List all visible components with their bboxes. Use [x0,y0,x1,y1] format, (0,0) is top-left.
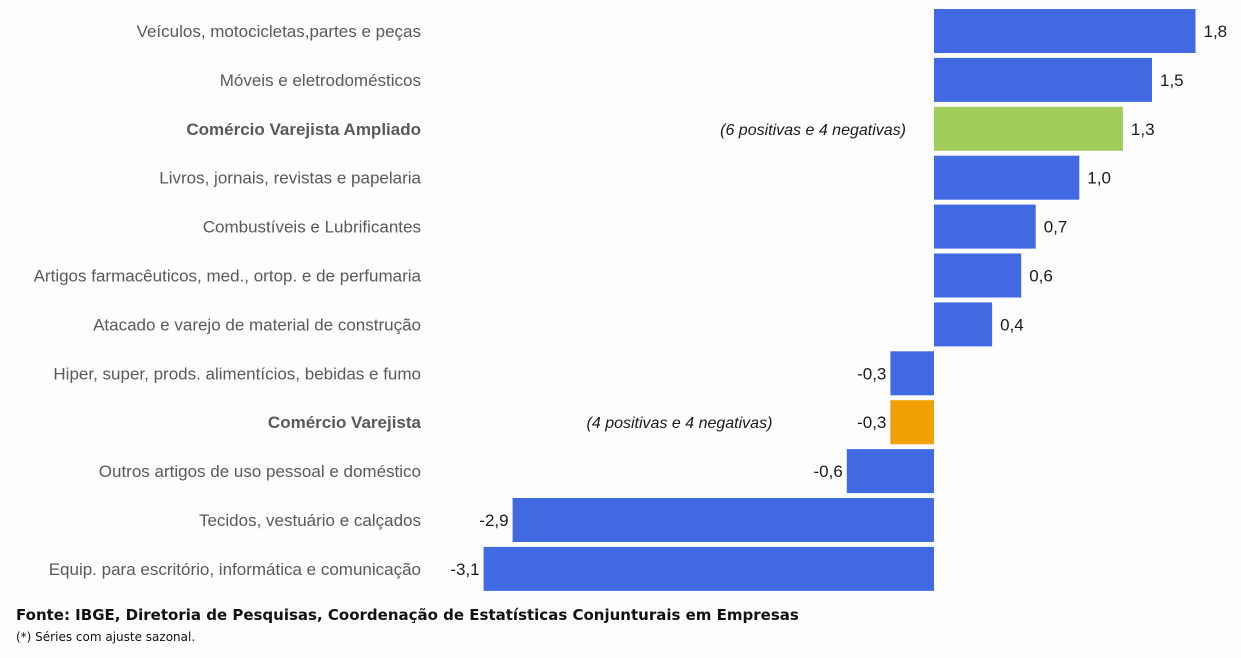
category-label-1: Móveis e eletrodomésticos [220,71,421,90]
category-label-0: Veículos, motocicletas,partes e peças [137,22,421,41]
value-label-5: 0,6 [1029,267,1053,286]
value-label-10: -2,9 [479,511,508,530]
bar-7 [890,351,934,396]
value-label-1: 1,5 [1160,71,1184,90]
category-label-11: Equip. para escritório, informática e co… [49,560,421,579]
bar-2 [934,106,1123,151]
category-label-8: Comércio Varejista [268,413,422,432]
annotation-8: (4 positivas e 4 negativas) [587,415,773,432]
value-label-9: -0,6 [814,462,843,481]
value-label-3: 1,0 [1087,169,1111,188]
category-label-3: Livros, jornais, revistas e papelaria [159,169,421,188]
annotation-2: (6 positivas e 4 negativas) [720,122,906,139]
bar-3 [934,155,1080,200]
category-label-10: Tecidos, vestuário e calçados [199,511,421,530]
bar-4 [934,204,1036,249]
category-label-4: Combustíveis e Lubrificantes [203,218,421,237]
value-label-11: -3,1 [450,560,479,579]
category-label-7: Hiper, super, prods. alimentícios, bebid… [53,364,421,383]
bar-9 [846,449,934,494]
value-label-6: 0,4 [1000,315,1024,334]
bar-11 [483,546,934,591]
category-label-6: Atacado e varejo de material de construç… [93,315,421,334]
category-label-9: Outros artigos de uso pessoal e doméstic… [99,462,421,481]
source-note: Fonte: IBGE, Diretoria de Pesquisas, Coo… [16,606,799,624]
bar-chart: Veículos, motocicletas,partes e peças 1,8… [34,9,1228,591]
bar-6 [934,302,993,347]
value-label-7: -0,3 [857,364,886,383]
bar-10 [512,498,934,542]
value-label-8: -0,3 [857,413,886,432]
bar-5 [934,253,1022,298]
value-label-0: 1,8 [1204,22,1228,41]
value-label-4: 0,7 [1044,218,1068,237]
seasonal-adjustment-footnote: (*) Séries com ajuste sazonal. [16,630,196,644]
category-label-5: Artigos farmacêuticos, med., ortop. e de… [34,267,422,286]
bar-8 [890,400,934,445]
bar-0 [934,9,1196,53]
category-label-2: Comércio Varejista Ampliado [186,120,421,139]
value-label-2: 1,3 [1131,120,1155,139]
bar-1 [934,57,1152,102]
